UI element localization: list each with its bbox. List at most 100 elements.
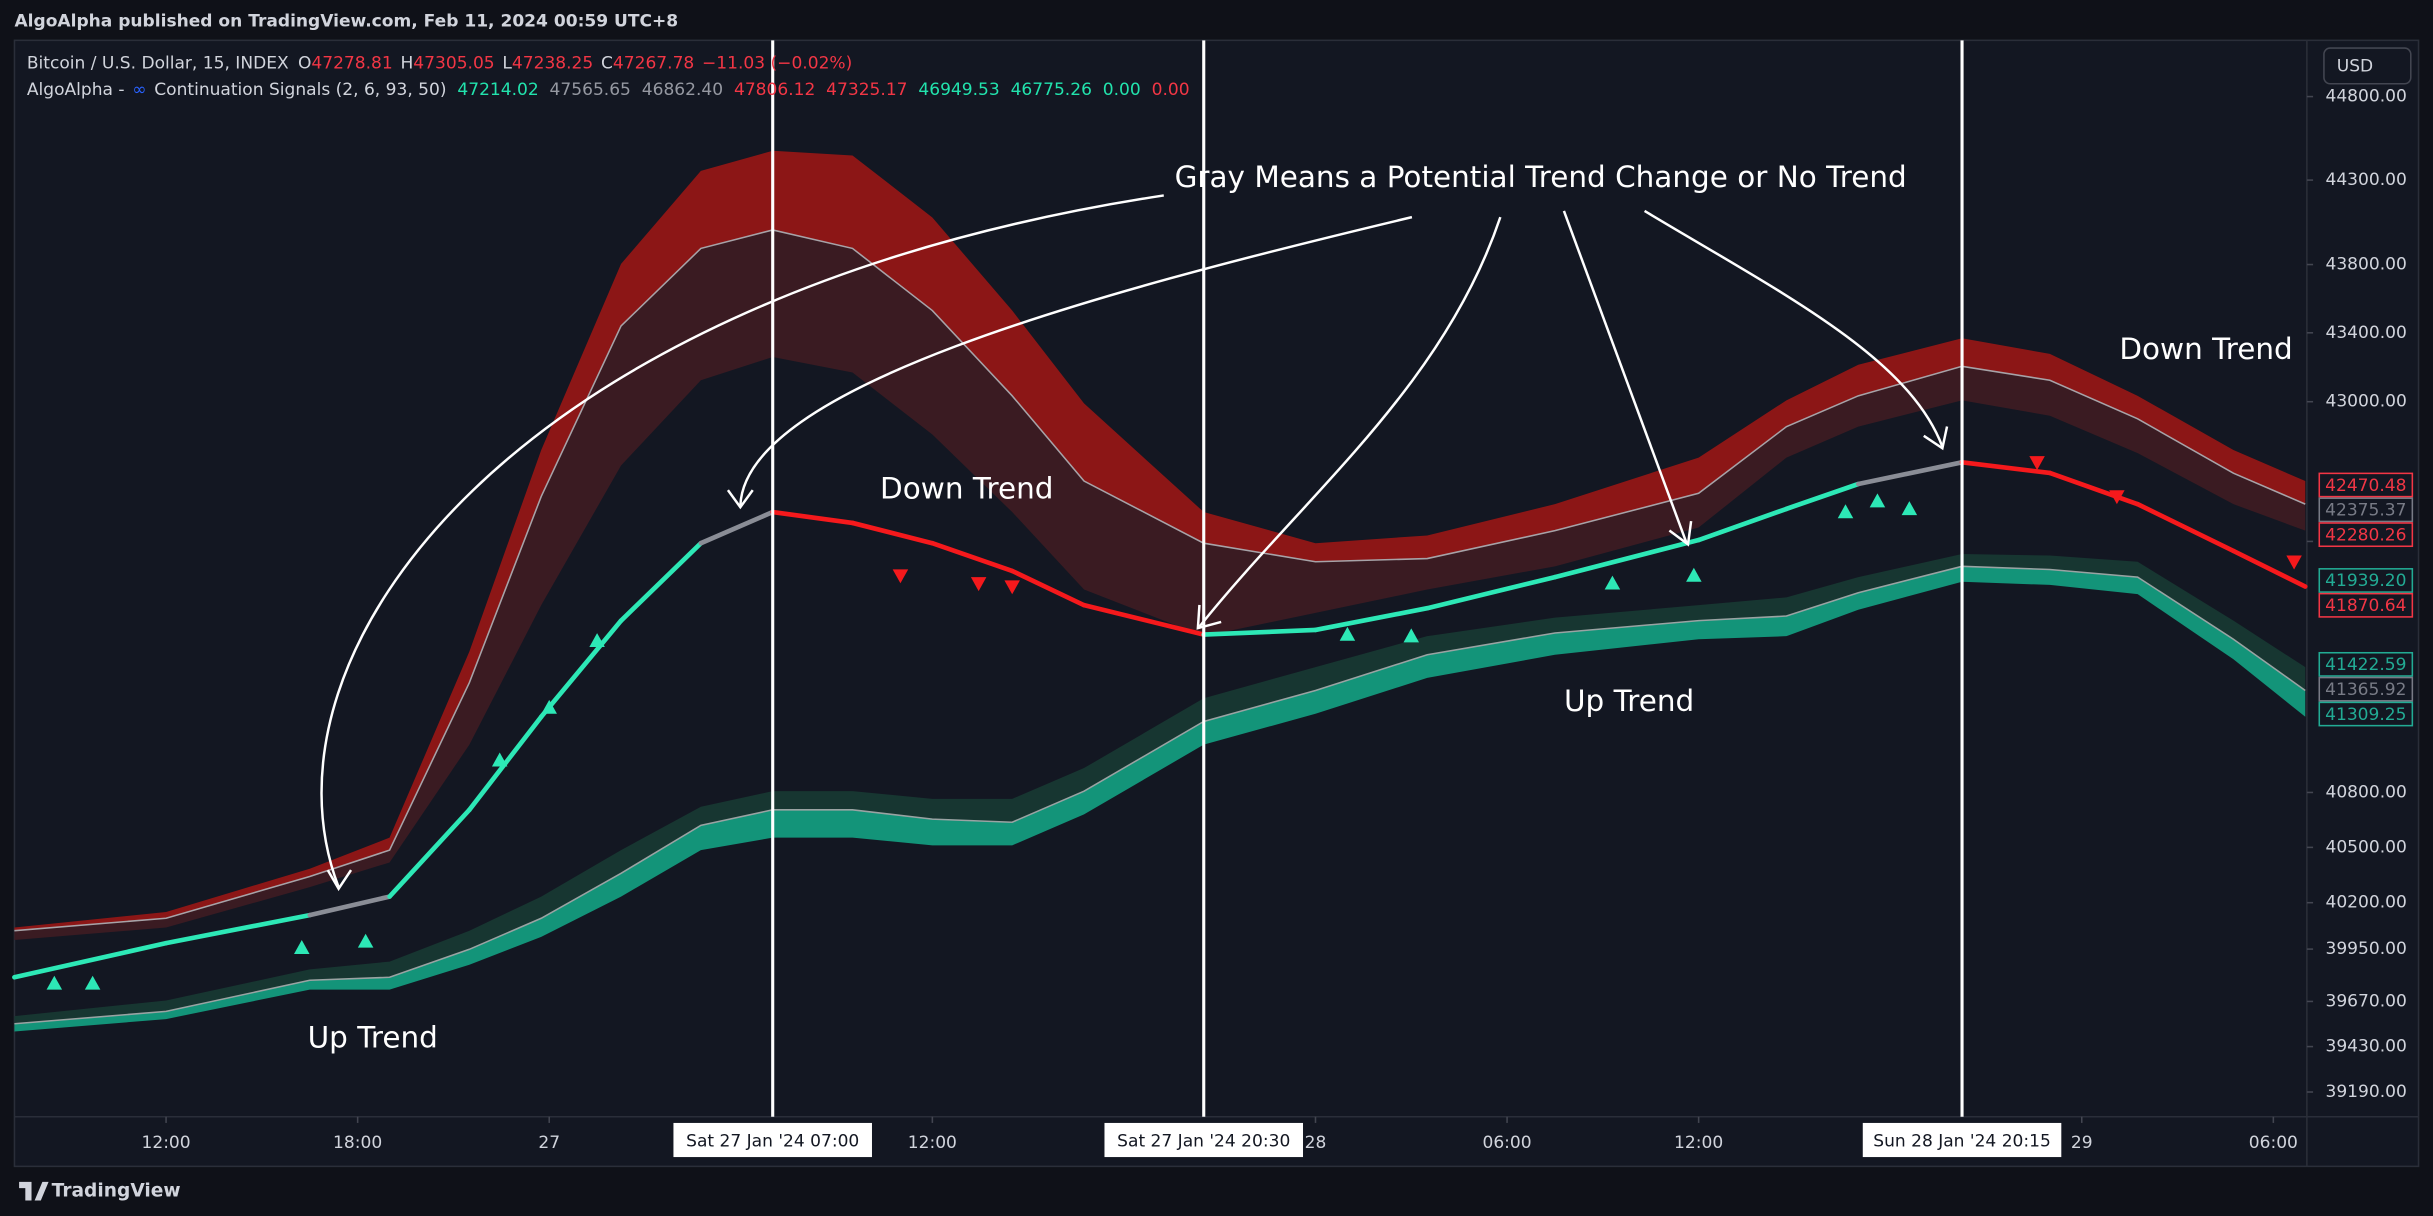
annotation-arrows bbox=[320, 194, 1949, 892]
price-label-bg bbox=[2318, 651, 2414, 677]
crosshair-label: Sat 27 Jan '24 20:30 bbox=[1117, 1132, 1290, 1152]
price-label: 41870.64 bbox=[2325, 596, 2406, 616]
y-tick-label: 39950.00 bbox=[2325, 939, 2406, 959]
trend-segment bbox=[770, 509, 855, 526]
brand-name: TradingView bbox=[52, 1181, 181, 1202]
indicator-value: 0.00 bbox=[1103, 80, 1141, 100]
annotation: Gray Means a Potential Trend Change or N… bbox=[1175, 160, 1907, 194]
signal-down bbox=[2286, 555, 2302, 570]
y-tick-label: 40500.00 bbox=[2325, 837, 2406, 857]
signal-down bbox=[892, 569, 909, 584]
price-label-bg bbox=[2318, 568, 2414, 593]
currency-label[interactable]: USD bbox=[2337, 57, 2373, 77]
signal-up bbox=[1604, 575, 1621, 590]
x-tick-label: 06:00 bbox=[2249, 1133, 2298, 1153]
arrowhead bbox=[726, 489, 754, 510]
arrow bbox=[1562, 210, 1688, 544]
signal-up bbox=[357, 933, 374, 948]
x-tick-label: 12:00 bbox=[908, 1133, 957, 1153]
trend-segment bbox=[2047, 470, 2140, 507]
arrowhead bbox=[1923, 426, 1949, 451]
annotation: Up Trend bbox=[1564, 684, 1694, 718]
price-label: 41422.59 bbox=[2325, 655, 2406, 675]
trend-segment bbox=[538, 618, 624, 720]
price-label: 41309.25 bbox=[2325, 705, 2406, 725]
annotation: Down Trend bbox=[880, 472, 1053, 506]
indicator-value: 46862.40 bbox=[642, 80, 723, 100]
band-fill bbox=[14, 150, 2306, 931]
indicator-name: Continuation Signals (2, 6, 93, 50) bbox=[154, 80, 446, 100]
trend-segment bbox=[1081, 602, 1207, 637]
indicator-icon: ∞ bbox=[132, 80, 146, 100]
annotation: Up Trend bbox=[308, 1021, 438, 1055]
publisher-line: AlgoAlpha published on TradingView.com, … bbox=[14, 12, 678, 32]
signal-up bbox=[294, 940, 310, 955]
y-tick-label: 44800.00 bbox=[2325, 87, 2406, 107]
ohlc-key: C bbox=[601, 54, 613, 74]
price-label-bg bbox=[2318, 592, 2414, 618]
trend-segment bbox=[2135, 501, 2236, 554]
price-label-bg bbox=[2318, 701, 2414, 727]
plot bbox=[12, 40, 2314, 1123]
signal-down bbox=[1004, 580, 1020, 595]
arrow bbox=[320, 194, 1164, 888]
trend-segment bbox=[1696, 506, 1789, 543]
trend-segment bbox=[1424, 574, 1558, 611]
price-label: 41365.92 bbox=[2325, 680, 2406, 700]
signal-up bbox=[1686, 567, 1702, 582]
crosshair-label: Sun 28 Jan '24 20:15 bbox=[1873, 1132, 2051, 1152]
y-tick-label: 43800.00 bbox=[2325, 255, 2406, 275]
ohlc-value: 47238.25 bbox=[512, 54, 593, 74]
arrowhead bbox=[1196, 604, 1222, 630]
signal-up bbox=[1403, 628, 1420, 643]
trend-segment bbox=[12, 940, 169, 980]
y-tick-label: 43000.00 bbox=[2325, 392, 2406, 412]
price-label: 42280.26 bbox=[2325, 525, 2406, 545]
price-label: 42375.37 bbox=[2325, 501, 2406, 521]
indicator-value: 46775.26 bbox=[1011, 80, 1092, 100]
currency-button[interactable] bbox=[2323, 47, 2412, 85]
trend-segment bbox=[2231, 548, 2308, 589]
trend-segment bbox=[618, 540, 704, 623]
trend-segment bbox=[930, 540, 1015, 574]
price-label-bg bbox=[2318, 497, 2414, 523]
signal-up bbox=[491, 752, 508, 767]
trend-segment bbox=[1009, 568, 1087, 608]
y-tick-label: 44300.00 bbox=[2325, 170, 2406, 190]
ohlc-key: L bbox=[502, 54, 512, 74]
indicator-value: 47565.65 bbox=[550, 80, 631, 100]
arrowhead bbox=[326, 869, 353, 892]
arrow bbox=[739, 215, 1413, 506]
signal-up bbox=[84, 975, 101, 990]
band-fill bbox=[14, 229, 2306, 940]
arrow bbox=[1198, 216, 1502, 628]
x-tick-label: 06:00 bbox=[1482, 1133, 1531, 1153]
y-tick-label: 39430.00 bbox=[2325, 1037, 2406, 1057]
trend-segment bbox=[1784, 481, 1861, 512]
trend-segment bbox=[387, 807, 472, 899]
signal-up bbox=[589, 633, 605, 648]
indicator-value: 47325.17 bbox=[826, 80, 907, 100]
arrowhead bbox=[1668, 520, 1693, 547]
x-tick-label: 12:00 bbox=[142, 1133, 191, 1153]
price-label-bg bbox=[2318, 472, 2414, 498]
ohlc-value: 47267.78 bbox=[613, 54, 694, 74]
signal-up bbox=[541, 699, 557, 714]
signal-down bbox=[2109, 490, 2125, 505]
y-tick-label: 39190.00 bbox=[2325, 1082, 2406, 1102]
trend-segment bbox=[1201, 627, 1318, 637]
signal-up bbox=[1869, 493, 1886, 508]
signal-down bbox=[970, 577, 987, 592]
x-tick-label: 28 bbox=[1305, 1133, 1327, 1153]
trend-segment bbox=[698, 509, 776, 546]
symbol-name: Bitcoin / U.S. Dollar, 15, INDEX bbox=[27, 54, 289, 74]
price-label: 41939.20 bbox=[2325, 571, 2406, 591]
ohlc-key: O bbox=[298, 54, 311, 74]
crosshair-label-bg bbox=[673, 1122, 872, 1158]
indicator-author: AlgoAlpha - bbox=[27, 80, 125, 100]
x-tick-label: 12:00 bbox=[1674, 1133, 1723, 1153]
x-tick-label: 27 bbox=[538, 1133, 560, 1153]
y-tick-label: 40200.00 bbox=[2325, 893, 2406, 913]
price-label: 42470.48 bbox=[2325, 476, 2406, 496]
